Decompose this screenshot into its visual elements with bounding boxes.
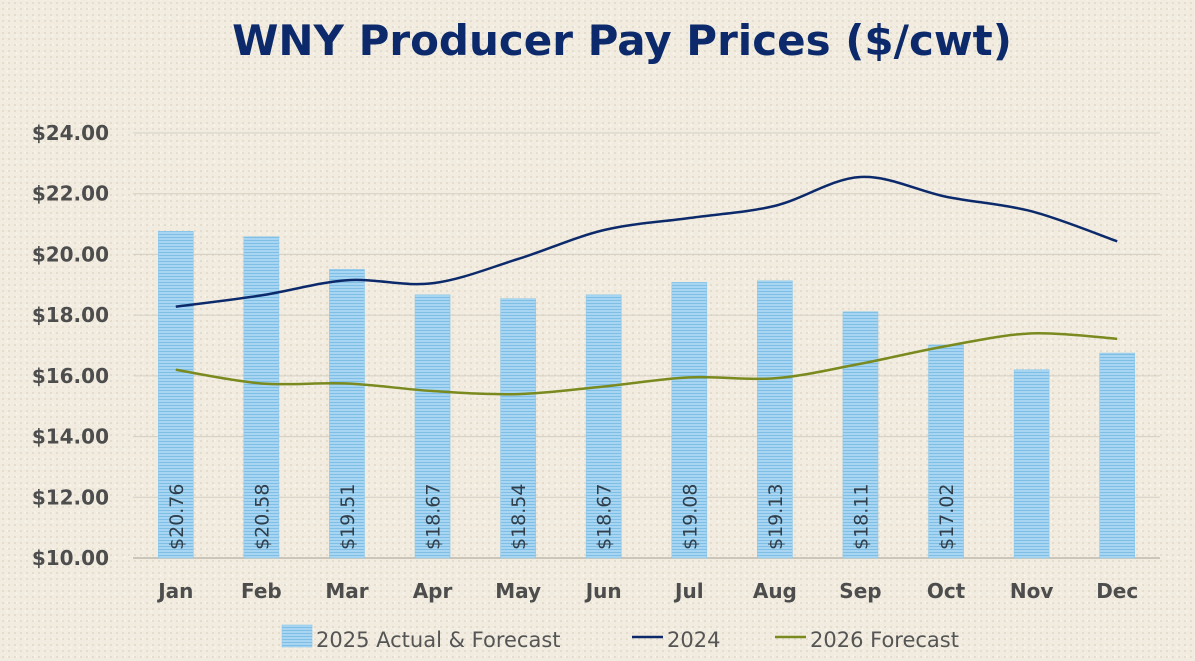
y-tick-label: $24.00	[32, 121, 109, 145]
bar-data-label: $20.58	[251, 484, 273, 550]
y-tick-label: $16.00	[32, 364, 109, 388]
y-axis-ticks: $10.00 $12.00 $14.00 $16.00 $18.00 $20.00 $22.…	[32, 121, 109, 570]
legend-label: 2026 Forecast	[810, 628, 959, 652]
x-tick-label: Oct	[927, 579, 966, 603]
bar-data-label: $19.08	[679, 484, 701, 550]
bar	[585, 294, 622, 559]
bar	[243, 236, 280, 559]
legend: 2025 Actual & Forecast 2024 2026 Forecast	[281, 624, 959, 652]
x-tick-label: Sep	[839, 579, 881, 603]
legend-label: 2025 Actual & Forecast	[316, 628, 561, 652]
data-labels: $20.76 $20.58 $19.51 $18.67 $18.54 $18.67 $19.…	[166, 484, 958, 550]
gridlines	[133, 132, 1160, 559]
legend-swatch-bar	[281, 624, 313, 648]
bar-data-label: $18.67	[423, 484, 445, 550]
bar-data-label: $19.13	[765, 484, 787, 550]
bar	[500, 298, 536, 559]
x-tick-label: Feb	[241, 579, 282, 603]
line-series	[175, 175, 1118, 396]
y-tick-label: $18.00	[32, 303, 109, 327]
bar	[414, 294, 451, 559]
y-tick-label: $12.00	[32, 485, 109, 509]
x-tick-label: Aug	[753, 579, 797, 603]
x-tick-label: Jun	[584, 579, 622, 603]
bar-data-label: $17.02	[936, 484, 958, 550]
x-tick-label: Nov	[1010, 579, 1054, 603]
y-tick-label: $22.00	[32, 182, 109, 206]
bar	[842, 311, 879, 559]
bar-data-label: $20.76	[166, 484, 188, 550]
y-tick-label: $14.00	[32, 425, 109, 449]
bar	[928, 344, 964, 559]
x-tick-label: Apr	[413, 579, 453, 603]
x-tick-label: Jan	[156, 579, 193, 603]
legend-label: 2024	[667, 628, 720, 652]
y-tick-label: $10.00	[32, 546, 109, 570]
x-axis-ticks: Jan Feb Mar Apr May Jun Jul Aug Sep Oct Nov Dec	[156, 579, 1138, 603]
bar-data-label: $18.67	[594, 484, 616, 550]
bar-data-label: $19.51	[337, 484, 359, 550]
bar	[1099, 352, 1136, 559]
bar	[1013, 369, 1050, 559]
bar-series	[157, 231, 1136, 559]
x-tick-label: Jul	[673, 579, 704, 603]
bar	[757, 280, 793, 559]
x-tick-label: Dec	[1096, 579, 1138, 603]
y-tick-label: $20.00	[32, 242, 109, 266]
bar-data-label: $18.11	[850, 484, 872, 550]
chart-title: WNY Producer Pay Prices ($/cwt)	[232, 16, 1012, 65]
bar	[671, 282, 708, 559]
series-line	[175, 175, 1118, 308]
bar	[329, 269, 365, 559]
bar	[157, 231, 194, 559]
x-tick-label: Mar	[325, 579, 368, 603]
series-line	[175, 331, 1118, 396]
bar-data-label: $18.54	[508, 484, 530, 550]
x-tick-label: May	[495, 579, 541, 603]
